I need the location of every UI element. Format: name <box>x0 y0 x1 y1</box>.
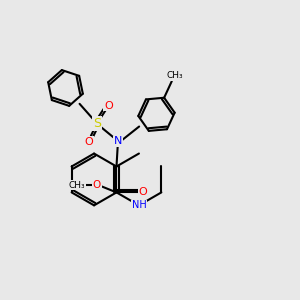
Text: NH: NH <box>132 200 146 210</box>
Text: O: O <box>84 137 93 147</box>
Text: O: O <box>104 100 113 110</box>
Text: S: S <box>93 117 101 130</box>
Text: O: O <box>139 188 147 197</box>
Text: N: N <box>114 136 122 146</box>
Text: CH₃: CH₃ <box>166 71 183 80</box>
Text: O: O <box>93 180 101 190</box>
Text: CH₃: CH₃ <box>68 181 85 190</box>
